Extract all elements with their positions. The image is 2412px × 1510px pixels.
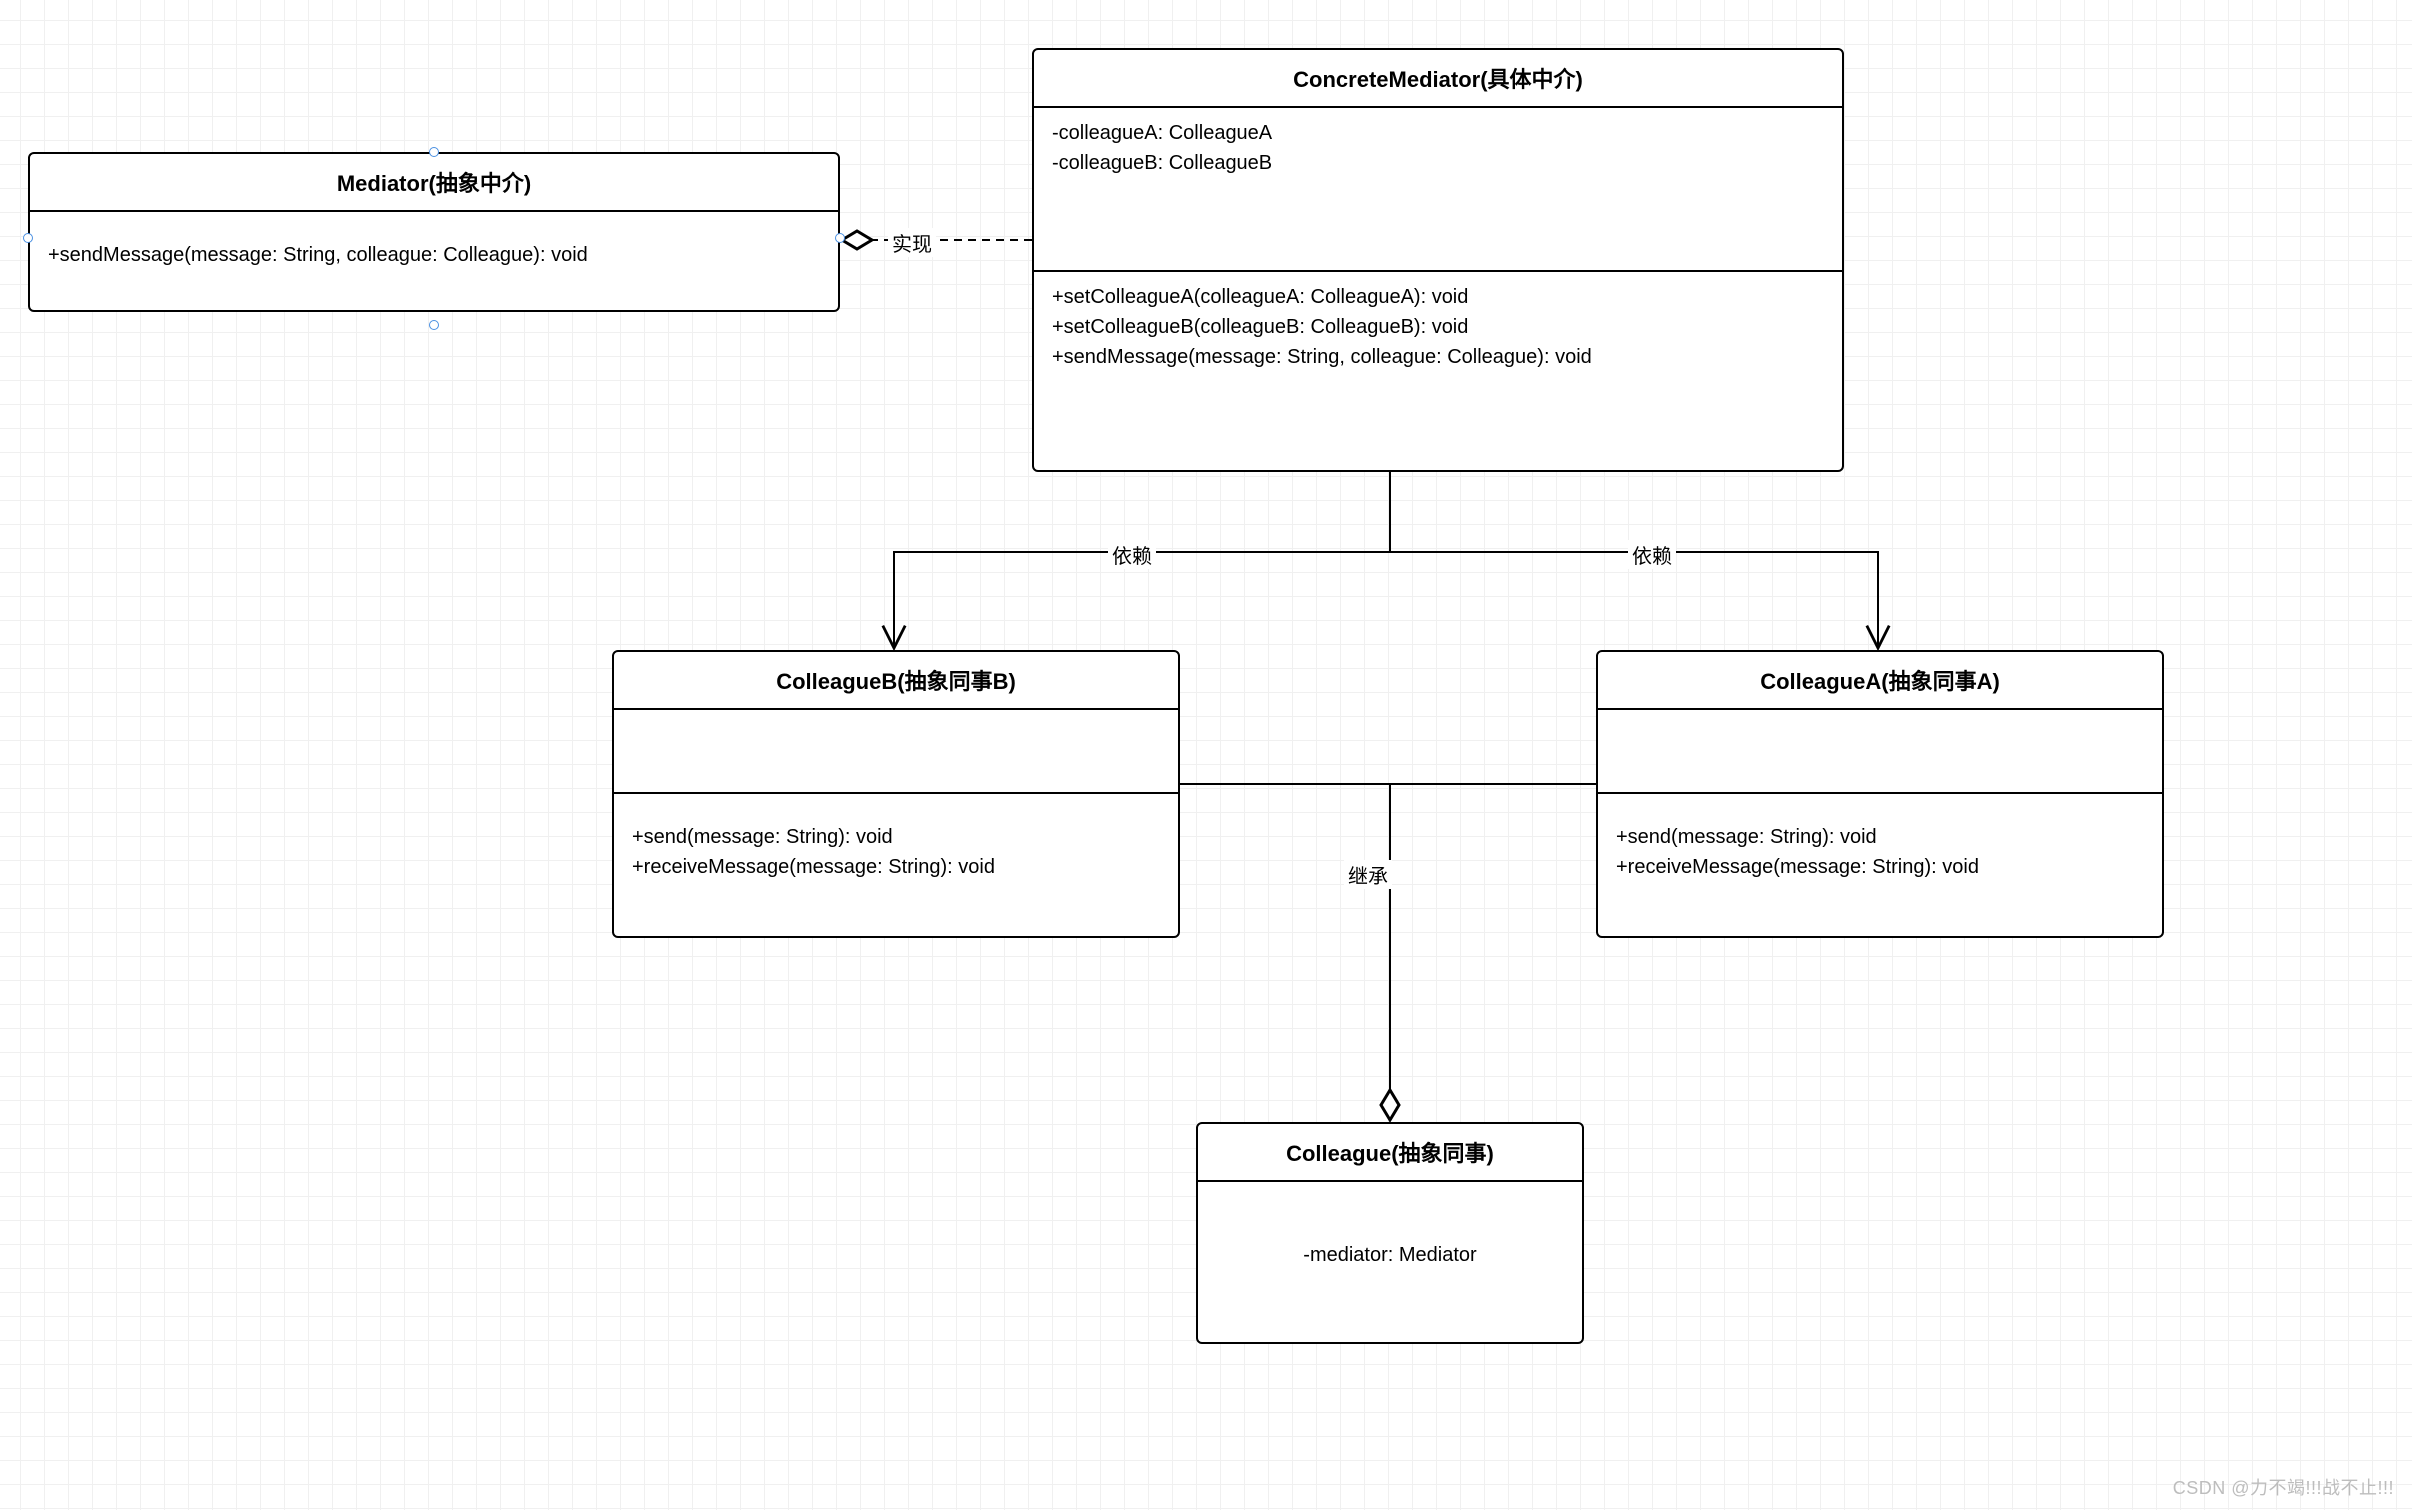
class-methods: +sendMessage(message: String, colleague:… xyxy=(30,212,838,310)
class-concrete-mediator[interactable]: ConcreteMediator(具体中介) -colleagueA: Coll… xyxy=(1032,48,1844,472)
attr-line: -colleagueA: ColleagueA xyxy=(1052,118,1824,148)
class-attributes: -mediator: Mediator xyxy=(1198,1182,1582,1342)
class-title: Colleague(抽象同事) xyxy=(1198,1124,1582,1182)
edge-label-inherit: 继承 xyxy=(1344,860,1392,889)
class-methods: +send(message: String): void +receiveMes… xyxy=(614,794,1178,936)
method-line: +setColleagueB(colleagueB: ColleagueB): … xyxy=(1052,312,1824,342)
class-colleague[interactable]: Colleague(抽象同事) -mediator: Mediator xyxy=(1196,1122,1584,1344)
class-colleague-a[interactable]: ColleagueA(抽象同事A) +send(message: String)… xyxy=(1596,650,2164,938)
attr-line: -colleagueB: ColleagueB xyxy=(1052,148,1824,178)
method-line: +sendMessage(message: String, colleague:… xyxy=(1052,342,1824,372)
watermark-text: CSDN @力不竭!!!战不止!!! xyxy=(2173,1474,2394,1500)
class-title: ColleagueB(抽象同事B) xyxy=(614,652,1178,710)
selection-handle[interactable] xyxy=(835,233,845,243)
class-attributes xyxy=(614,710,1178,794)
class-methods: +send(message: String): void +receiveMes… xyxy=(1598,794,2162,936)
method-line: +setColleagueA(colleagueA: ColleagueA): … xyxy=(1052,282,1824,312)
edge-label-realize: 实现 xyxy=(888,228,936,257)
class-colleague-b[interactable]: ColleagueB(抽象同事B) +send(message: String)… xyxy=(612,650,1180,938)
edge-label-dep-a: 依赖 xyxy=(1628,540,1676,569)
class-methods: +setColleagueA(colleagueA: ColleagueA): … xyxy=(1034,272,1842,470)
method-line: +send(message: String): void xyxy=(1616,822,2144,852)
method-line: +receiveMessage(message: String): void xyxy=(632,852,1160,882)
class-attributes: -colleagueA: ColleagueA -colleagueB: Col… xyxy=(1034,108,1842,272)
class-title: ConcreteMediator(具体中介) xyxy=(1034,50,1842,108)
selection-handle[interactable] xyxy=(429,147,439,157)
attr-line: -mediator: Mediator xyxy=(1216,1240,1564,1270)
class-attributes xyxy=(1598,710,2162,794)
selection-handle[interactable] xyxy=(429,320,439,330)
method-line: +receiveMessage(message: String): void xyxy=(1616,852,2144,882)
class-title: ColleagueA(抽象同事A) xyxy=(1598,652,2162,710)
class-title: Mediator(抽象中介) xyxy=(30,154,838,212)
method-line: +sendMessage(message: String, colleague:… xyxy=(48,240,820,270)
edge-label-dep-b: 依赖 xyxy=(1108,540,1156,569)
method-line: +send(message: String): void xyxy=(632,822,1160,852)
class-mediator[interactable]: Mediator(抽象中介) +sendMessage(message: Str… xyxy=(28,152,840,312)
selection-handle[interactable] xyxy=(23,233,33,243)
